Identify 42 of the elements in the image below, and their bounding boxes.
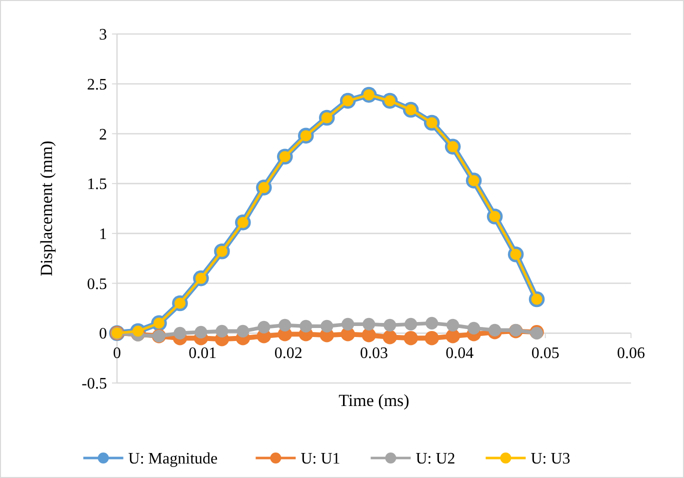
point [404, 331, 418, 346]
x-tick-label: 0.02 [274, 345, 302, 362]
legend-label: U: U3 [530, 450, 570, 468]
point [174, 326, 186, 340]
point [426, 316, 438, 330]
y-tick-label: 2 [99, 126, 107, 144]
x-tick-label: 0 [113, 345, 121, 362]
point [468, 322, 480, 334]
point [446, 318, 460, 332]
x-tick-label: 0.04 [446, 345, 474, 362]
y-tick-label: 2.5 [87, 76, 107, 94]
legend-label: U: U1 [300, 450, 340, 468]
point [404, 318, 418, 330]
x-tick-label: 0.05 [531, 345, 560, 362]
point [342, 318, 354, 330]
y-axis-title: Displacement (mm) [37, 140, 56, 276]
point [424, 331, 439, 346]
x-tick-label: 0.01 [188, 345, 217, 362]
legend-label: U: U2 [416, 450, 456, 468]
y-tick-label: 0 [99, 326, 107, 343]
point [488, 324, 502, 336]
y-tick-label: -0.5 [82, 376, 107, 393]
point [320, 320, 334, 332]
point [278, 318, 292, 332]
y-tick-label: 0.5 [87, 276, 107, 293]
y-tick-label: 3 [99, 26, 107, 44]
point [236, 324, 250, 338]
legend-label: U: Magnitude [128, 450, 218, 468]
point [216, 324, 228, 338]
point [362, 318, 376, 330]
x-tick-label: 0.03 [360, 345, 388, 362]
point [300, 320, 312, 332]
point [384, 318, 396, 332]
point [258, 320, 270, 334]
x-tick-label: 0.06 [617, 345, 645, 362]
x-axis-title: Time (ms) [338, 391, 410, 410]
point [362, 328, 376, 342]
point [194, 326, 208, 338]
point [446, 329, 460, 344]
y-tick-label: 1 [99, 226, 107, 244]
y-tick-label: 1.5 [87, 176, 107, 194]
point [382, 330, 397, 344]
